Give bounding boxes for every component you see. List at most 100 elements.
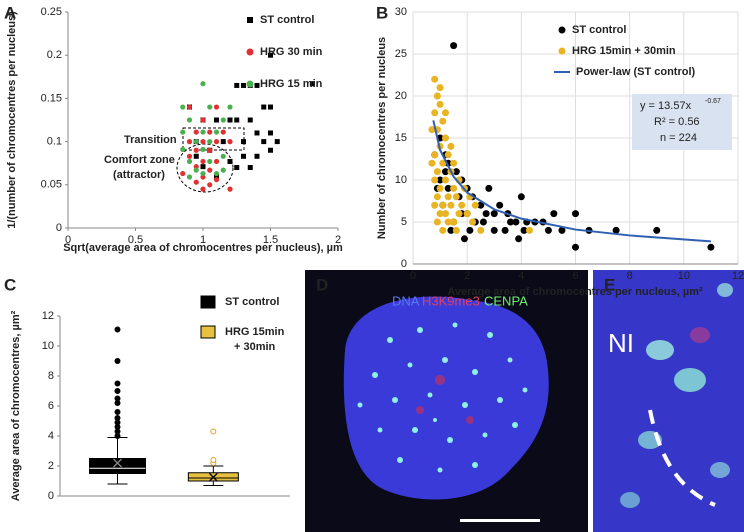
panel-letter: A	[4, 3, 16, 22]
legend-label: ST control	[572, 24, 626, 36]
point	[439, 159, 447, 167]
point	[452, 226, 460, 234]
point	[463, 210, 471, 218]
point	[227, 158, 233, 164]
point	[439, 226, 447, 234]
mean-marker	[208, 472, 218, 482]
point	[234, 117, 240, 123]
point	[200, 129, 206, 135]
point	[193, 153, 199, 159]
fit-line	[432, 120, 711, 243]
panel-letter: B	[376, 3, 388, 22]
point	[477, 201, 485, 209]
y-tick-label: 2	[48, 460, 54, 472]
point	[268, 130, 273, 136]
point	[207, 104, 213, 110]
y-tick-label: 15	[395, 132, 407, 144]
h3k9me3-foci	[416, 375, 474, 424]
point	[653, 226, 661, 234]
point	[213, 158, 220, 165]
chromocentres-zoom	[620, 283, 733, 508]
point	[572, 210, 579, 218]
point	[469, 218, 477, 226]
point	[186, 153, 193, 159]
point	[442, 109, 449, 117]
legend-marker	[200, 325, 216, 339]
point	[227, 117, 233, 123]
legend-marker	[246, 48, 254, 56]
attractor-ellipse	[176, 143, 234, 193]
point	[496, 201, 504, 209]
point	[436, 100, 444, 108]
y-axis-label: Number of chromocentres per nucleus	[376, 37, 388, 239]
point	[268, 104, 273, 110]
annotation: y = 13.57x	[640, 100, 692, 112]
point	[439, 117, 447, 125]
point	[220, 153, 226, 159]
point	[180, 129, 186, 135]
point	[241, 82, 246, 88]
point	[501, 226, 509, 234]
point	[612, 226, 620, 234]
outlier	[114, 358, 121, 364]
annotation: Comfort zone	[104, 154, 175, 166]
point	[431, 109, 439, 117]
point	[241, 153, 246, 159]
point	[207, 129, 213, 135]
point	[193, 147, 199, 153]
point	[254, 153, 260, 159]
point	[274, 139, 280, 145]
point	[450, 159, 458, 167]
point	[207, 147, 213, 153]
outlier	[114, 395, 121, 402]
point	[213, 129, 220, 135]
legend-label: HRG 30 min	[260, 46, 323, 58]
point	[479, 218, 487, 226]
y-tick-label: 4	[48, 430, 54, 442]
point	[213, 104, 220, 110]
point	[431, 75, 439, 83]
point	[428, 159, 436, 167]
point	[186, 174, 193, 180]
image-label: CENPA	[484, 293, 528, 308]
point	[442, 134, 449, 142]
point	[268, 52, 273, 58]
point	[193, 167, 199, 173]
mean-marker	[113, 458, 122, 468]
x-tick-label: 1	[200, 234, 206, 246]
point	[471, 201, 479, 209]
y-tick-label: 0.15	[41, 92, 62, 104]
y-tick-label: 6	[48, 400, 54, 412]
point	[477, 226, 485, 234]
point	[261, 139, 267, 145]
point	[428, 126, 436, 134]
point	[193, 179, 199, 185]
point	[186, 139, 193, 145]
scale-bar	[460, 519, 540, 522]
point	[512, 218, 520, 226]
point	[466, 226, 474, 234]
x-tick-label: 0	[65, 234, 71, 246]
point	[452, 193, 460, 201]
point	[452, 168, 460, 176]
point	[455, 210, 463, 218]
x-tick-label: 0	[410, 270, 416, 282]
y-tick-label: 5	[401, 216, 407, 228]
annotation: -0.67	[705, 98, 721, 105]
legend-label: ST control	[260, 14, 314, 26]
point	[214, 117, 219, 123]
outlier	[114, 388, 121, 394]
point	[431, 176, 439, 184]
legend-marker	[247, 17, 253, 23]
chromocentres	[357, 322, 528, 473]
outlier	[210, 457, 217, 463]
y-tick-label: 8	[48, 370, 54, 382]
y-tick-label: 0.1	[47, 136, 62, 148]
point	[254, 82, 260, 88]
point	[436, 210, 444, 218]
point	[200, 81, 206, 87]
legend-label: Power-law (ST control)	[576, 66, 696, 78]
point	[707, 243, 715, 251]
x-tick-label: 4	[518, 270, 524, 282]
